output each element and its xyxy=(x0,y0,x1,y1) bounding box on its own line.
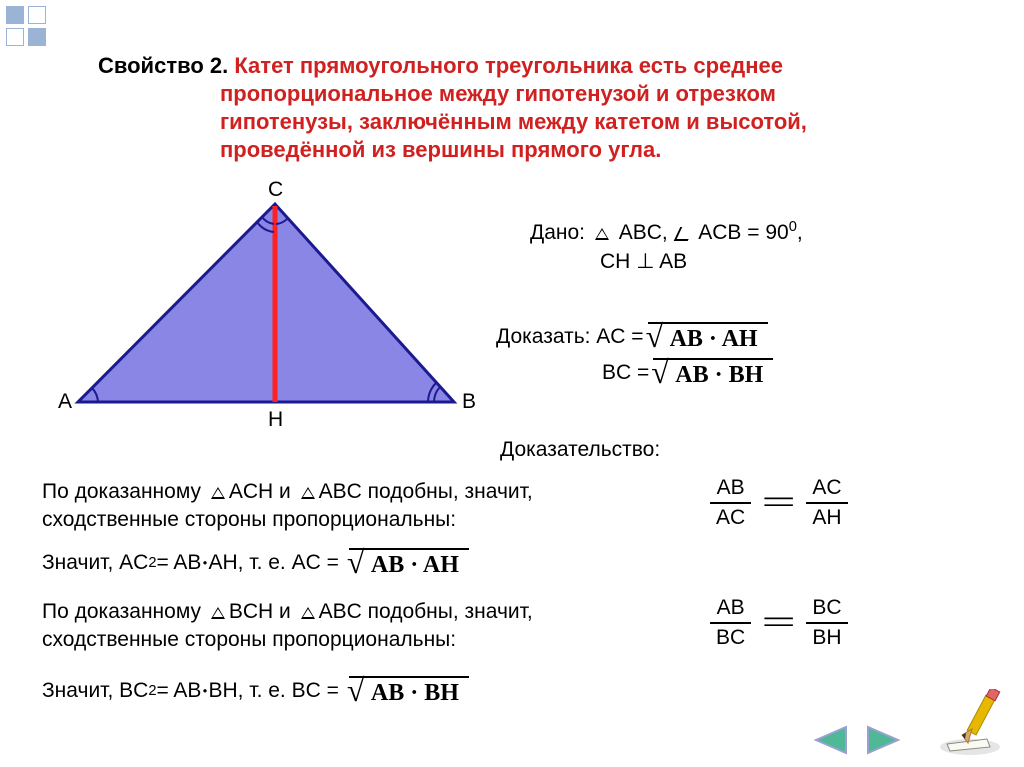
p1-text-b: ACH и xyxy=(229,480,291,503)
p1e-mid2: AH, т. е. AC = xyxy=(208,551,338,575)
p1-text-a: По доказанному xyxy=(42,480,201,503)
given-angle-sup: 0 xyxy=(789,219,797,235)
triangle-svg xyxy=(58,192,488,432)
p2e-sup: 2 xyxy=(148,683,156,699)
nav-buttons xyxy=(810,725,904,755)
angle-icon xyxy=(673,227,694,241)
f1n1: AB xyxy=(711,476,751,502)
proof-heading: Доказательство: xyxy=(500,438,660,462)
sqrt-ac-inner: AB · AH xyxy=(670,324,768,353)
p2-text-d: сходственные стороны пропорциональны: xyxy=(42,628,456,651)
p2-text-a: По доказанному xyxy=(42,600,201,623)
triangle-icon xyxy=(211,487,225,499)
given-comma: , xyxy=(797,221,803,244)
f2n1: AB xyxy=(711,596,751,622)
prove-block: Доказать: AC = AB · AH BC = AB · BH xyxy=(496,322,773,394)
triangle-icon xyxy=(301,487,315,499)
p1e-sqrt: AB · AH xyxy=(371,550,469,579)
p2e-mid: = AB xyxy=(156,679,201,703)
theorem-label: Свойство 2. xyxy=(98,53,228,78)
triangle-icon xyxy=(595,228,609,240)
proof-part1: По доказанному ACH и ABC подобны, значит… xyxy=(42,478,533,535)
p1e-mid: = AB xyxy=(156,551,201,575)
f2n2: BC xyxy=(806,596,847,622)
eq-sign: = xyxy=(762,604,797,642)
triangle-figure: A B C H xyxy=(58,192,488,432)
given-block: Дано: ABC, ACB = 900, CH ⊥ AB xyxy=(530,218,803,277)
f1d1: AC xyxy=(710,502,751,530)
given-angle: ACB = 90 xyxy=(698,221,788,244)
proof-part2-result: Значит, BC2 = AB · BH, т. е. BC = AB · B… xyxy=(42,676,469,706)
p1e-sup: 2 xyxy=(148,555,156,571)
sqrt-bc: AB · BH xyxy=(653,358,773,388)
given-triangle: ABC, xyxy=(619,221,668,244)
vertex-h-label: H xyxy=(268,408,283,432)
p1-text-c: ABC подобны, значит, xyxy=(319,480,533,503)
f1d2: AH xyxy=(806,502,847,530)
corner-decoration xyxy=(6,6,56,56)
p1-text-d: сходственные стороны пропорциональны: xyxy=(42,508,456,531)
p2e-mid2: BH, т. е. BC = xyxy=(208,679,338,703)
sqrt-ac: AB · AH xyxy=(648,322,768,352)
p2e-dot: · xyxy=(201,679,208,704)
pencil-icon xyxy=(932,689,1010,759)
prove-bc-label: BC = xyxy=(602,361,649,385)
p2e-sqrt: AB · BH xyxy=(371,678,469,707)
theorem-line4: проведённой из вершины прямого угла. xyxy=(220,137,661,162)
fraction-eq-1: ABAC = ACAH xyxy=(710,476,848,530)
p2-text-b: BCH и xyxy=(229,600,291,623)
f2d2: BH xyxy=(806,622,847,650)
theorem-statement: Свойство 2. Катет прямоугольного треугол… xyxy=(98,52,918,165)
vertex-a-label: A xyxy=(58,390,72,414)
triangle-icon xyxy=(301,607,315,619)
given-label: Дано: xyxy=(530,221,585,244)
given-ab: AB xyxy=(659,250,687,273)
f1n2: AC xyxy=(806,476,847,502)
theorem-line3: гипотенузы, заключённым между катетом и … xyxy=(220,109,807,134)
theorem-line1: Катет прямоугольного треугольника есть с… xyxy=(234,53,783,78)
perp-symbol: ⊥ xyxy=(636,249,654,273)
p2-text-c: ABC подобны, значит, xyxy=(319,600,533,623)
fraction-eq-2: ABBC = BCBH xyxy=(710,596,848,650)
proof-part1-result: Значит, AC2 = AB · AH, т. е. AC = AB · A… xyxy=(42,548,469,578)
p1e-dot: · xyxy=(201,551,208,576)
vertex-b-label: B xyxy=(462,390,476,414)
theorem-line2: пропорциональное между гипотенузой и отр… xyxy=(220,81,776,106)
given-ch: CH xyxy=(600,250,630,273)
triangle-icon xyxy=(211,607,225,619)
sqrt-bc-inner: AB · BH xyxy=(675,360,773,389)
proof-part2: По доказанному BCH и ABC подобны, значит… xyxy=(42,598,533,655)
next-button[interactable] xyxy=(862,725,904,755)
vertex-c-label: C xyxy=(268,178,283,202)
f2d1: BC xyxy=(710,622,751,650)
p1e-pre: Значит, AC xyxy=(42,551,148,575)
p2e-pre: Значит, BC xyxy=(42,679,148,703)
prove-ac-label: Доказать: AC = xyxy=(496,325,644,349)
prev-button[interactable] xyxy=(810,725,852,755)
eq-sign: = xyxy=(762,484,797,522)
